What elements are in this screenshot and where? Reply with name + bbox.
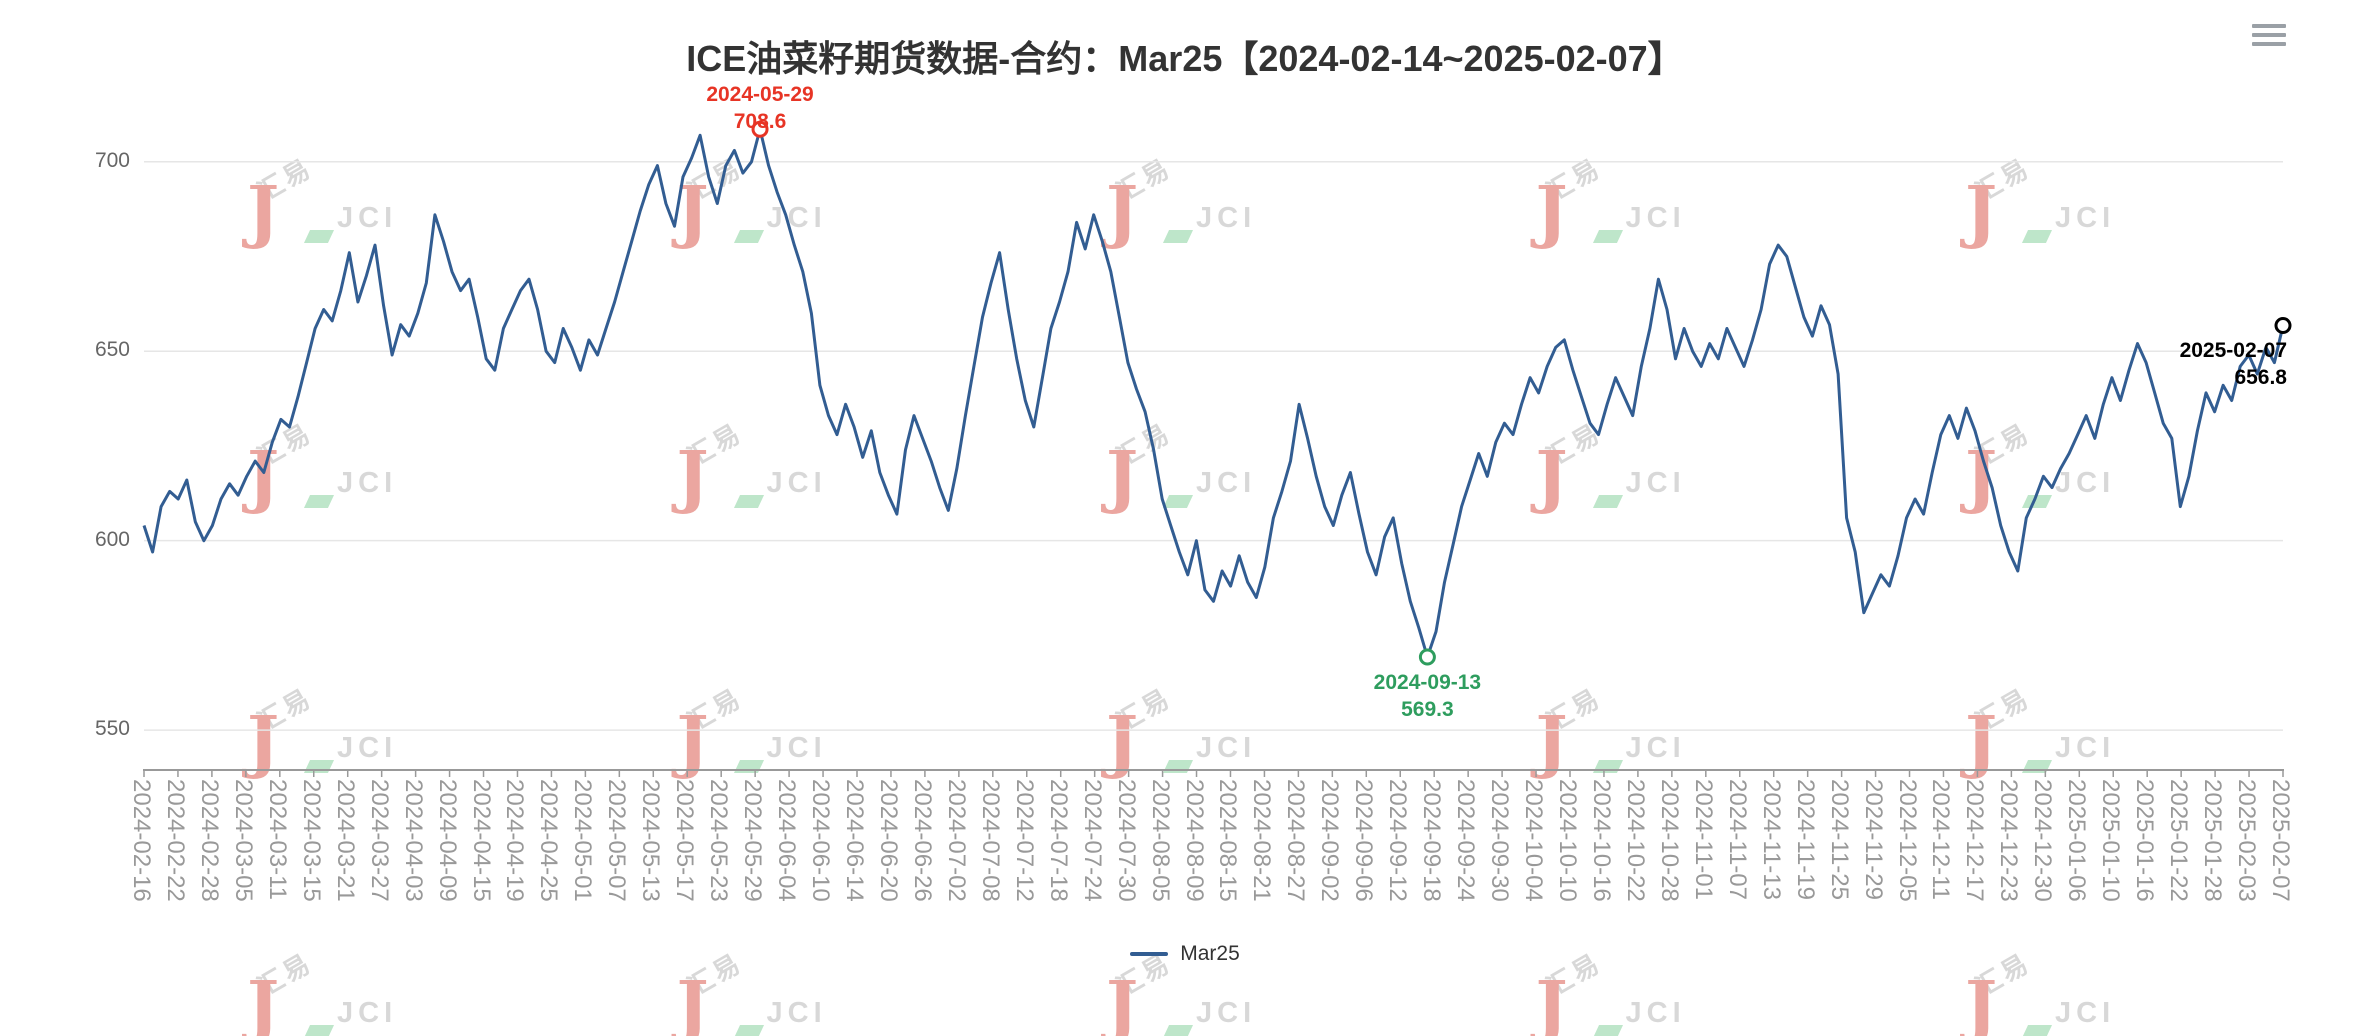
x-axis-label: 2024-09-12 [1384, 779, 1412, 902]
x-axis-label: 2024-06-10 [807, 779, 835, 902]
x-axis-label: 2024-12-30 [2029, 779, 2057, 902]
x-axis-label: 2024-08-05 [1146, 779, 1174, 902]
x-axis-label: 2025-02-03 [2233, 779, 2261, 902]
y-axis-label: 550 [94, 717, 130, 741]
x-axis-label: 2024-10-22 [1621, 779, 1649, 902]
x-axis-label: 2024-09-06 [1350, 779, 1378, 902]
x-axis-label: 2024-11-07 [1723, 779, 1751, 900]
x-axis-label: 2024-11-13 [1757, 779, 1785, 900]
x-axis-label: 2024-03-27 [365, 779, 393, 902]
point-marker [751, 120, 769, 138]
menu-bar [2252, 33, 2286, 37]
x-axis-label: 2024-04-09 [433, 779, 461, 902]
x-axis-label: 2024-07-08 [976, 779, 1004, 902]
menu-bar [2252, 24, 2286, 28]
max-point-value: 708.6 [733, 110, 787, 134]
menu-bar [2252, 42, 2286, 46]
x-axis-label: 2024-12-05 [1893, 779, 1921, 902]
min-point-date: 2024-09-13 [1373, 670, 1482, 694]
x-axis-label: 2024-12-11 [1927, 779, 1955, 900]
x-axis-label: 2024-09-30 [1486, 779, 1514, 902]
point-marker [2274, 316, 2292, 334]
last-point-annotation: 2025-02-07 656.8 [2180, 337, 2287, 391]
x-axis-label: 2024-03-15 [297, 779, 325, 902]
x-axis-label: 2024-10-28 [1655, 779, 1683, 902]
x-axis-label: 2024-03-11 [263, 779, 291, 900]
x-axis-label: 2024-06-04 [773, 779, 801, 902]
x-axis-label: 2025-01-22 [2165, 779, 2193, 902]
min-point-annotation: 2024-09-13 569.3 [1374, 669, 1481, 723]
x-axis-label: 2024-06-20 [874, 779, 902, 902]
x-axis-label: 2024-06-14 [841, 779, 868, 902]
x-axis-label: 2024-08-15 [1214, 779, 1242, 902]
x-axis-label: 2024-04-19 [501, 779, 529, 902]
x-axis-label: 2024-06-26 [908, 779, 936, 902]
x-axis-label: 2024-04-15 [467, 779, 495, 902]
x-axis-label: 2024-04-25 [535, 779, 563, 902]
x-axis-label: 2024-11-25 [1825, 779, 1853, 900]
legend-label: Mar25 [1180, 942, 1240, 965]
x-axis-label: 2024-12-17 [1961, 779, 1989, 902]
x-axis-label: 2024-05-07 [603, 779, 631, 902]
last-point-date: 2025-02-07 [2179, 339, 2287, 363]
x-axis-label: 2024-09-02 [1316, 779, 1344, 902]
x-axis-label: 2024-08-21 [1248, 779, 1276, 902]
x-axis-label: 2024-03-05 [229, 779, 257, 902]
hamburger-menu-icon[interactable] [2252, 24, 2286, 52]
x-axis-label: 2024-12-23 [1995, 779, 2023, 902]
x-axis-label: 2024-10-04 [1520, 779, 1548, 902]
x-axis-label: 2024-05-01 [569, 779, 597, 902]
x-axis-label: 2025-02-07 [2267, 779, 2294, 902]
x-axis-label: 2024-04-03 [399, 779, 427, 902]
chart-title: ICE油菜籽期货数据-合约：Mar25【2024-02-14~2025-02-0… [686, 38, 1684, 79]
x-axis-label: 2024-07-18 [1044, 779, 1072, 902]
x-axis-label: 2025-01-28 [2199, 779, 2227, 902]
x-axis-label: 2024-11-19 [1791, 779, 1819, 900]
max-point-annotation: 2024-05-29 708.6 [706, 81, 813, 135]
point-marker [1418, 648, 1436, 666]
x-axis-label: 2024-10-10 [1554, 779, 1581, 902]
x-axis-label: 2024-03-21 [331, 779, 359, 902]
x-axis-label: 2025-01-06 [2063, 779, 2091, 902]
x-axis-label: 2024-07-12 [1010, 779, 1038, 902]
x-axis-label: 2024-09-18 [1418, 779, 1446, 902]
y-axis-label: 700 [94, 148, 130, 172]
x-axis-label: 2024-09-24 [1452, 779, 1480, 902]
x-axis-label: 2025-01-10 [2097, 779, 2125, 902]
x-axis-label: 2024-02-28 [195, 779, 223, 902]
x-axis-label: 2024-07-02 [942, 779, 970, 902]
x-axis-label: 2024-07-30 [1112, 779, 1140, 902]
legend-item-mar25[interactable]: Mar25 [0, 942, 2370, 966]
x-axis-label: 2024-05-13 [637, 779, 665, 902]
x-axis-label: 2024-02-16 [128, 779, 155, 902]
x-axis-label: 2024-07-24 [1078, 779, 1106, 902]
x-axis-label: 2024-05-29 [739, 779, 767, 902]
y-axis-label: 600 [94, 527, 130, 551]
y-axis-label: 650 [94, 338, 130, 362]
x-axis-label: 2024-05-23 [705, 779, 733, 902]
x-axis-label: 2024-11-29 [1859, 779, 1887, 900]
series-line-mar25[interactable] [142, 127, 2285, 659]
x-axis-label: 2024-05-17 [671, 779, 699, 902]
x-axis-label: 2024-10-16 [1587, 779, 1615, 902]
x-axis-label: 2024-08-27 [1282, 779, 1310, 902]
max-point-date: 2024-05-29 [706, 83, 814, 107]
min-point-value: 569.3 [1401, 697, 1454, 721]
legend-line-icon [1130, 952, 1169, 956]
x-axis-label: 2024-02-22 [161, 779, 189, 902]
x-axis-label: 2024-08-09 [1180, 779, 1208, 902]
x-axis-label: 2025-01-16 [2131, 779, 2159, 902]
last-point-value: 656.8 [2234, 366, 2287, 390]
x-axis-label: 2024-11-01 [1689, 779, 1717, 900]
